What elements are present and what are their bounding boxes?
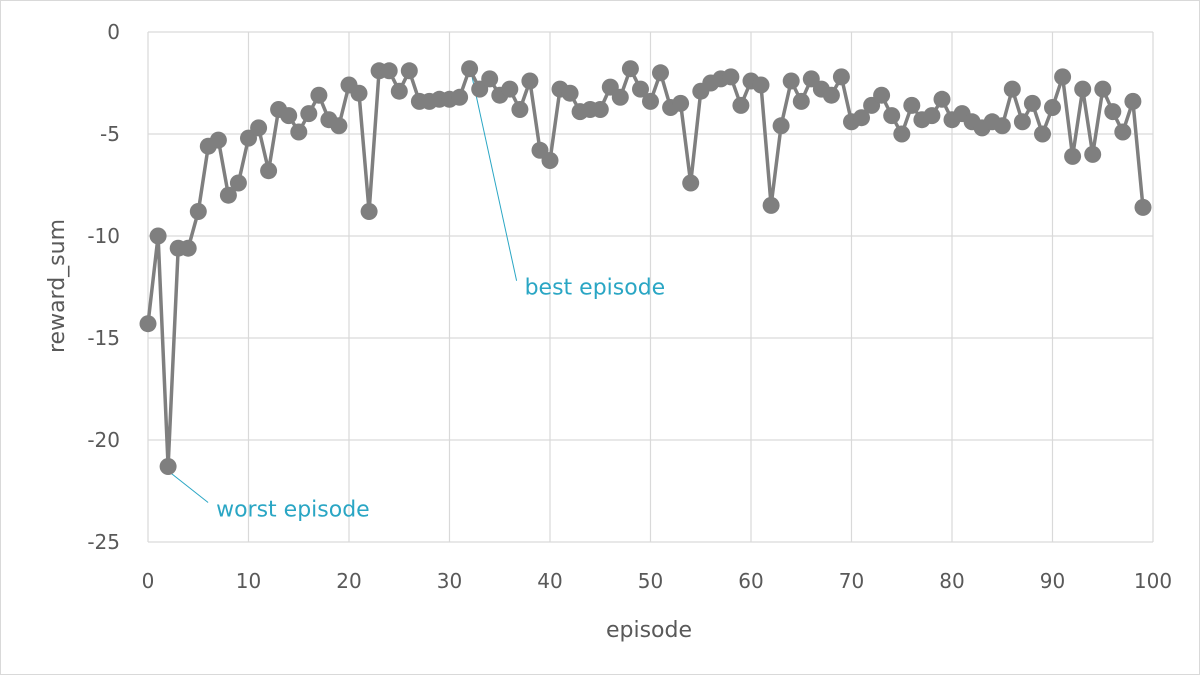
y-tick-label: -10 xyxy=(87,224,120,248)
data-point xyxy=(883,107,901,125)
y-tick-label: -20 xyxy=(87,428,120,452)
data-point xyxy=(159,458,177,475)
data-point xyxy=(832,68,850,86)
x-tick-label: 40 xyxy=(537,569,562,593)
data-point xyxy=(591,101,609,118)
data-point xyxy=(762,196,780,214)
data-point xyxy=(300,105,318,123)
annotation-label: worst episode xyxy=(216,498,370,523)
y-axis-ticks: 0 -5 -10 -15 -20 -25 xyxy=(87,20,120,554)
data-point xyxy=(611,88,629,106)
data-point xyxy=(652,64,669,82)
x-axis-title: episode xyxy=(606,618,692,643)
data-point xyxy=(772,117,790,135)
data-point xyxy=(903,96,921,114)
data-point xyxy=(672,94,690,112)
data-point xyxy=(642,92,659,110)
data-point xyxy=(209,131,227,149)
data-point xyxy=(732,96,750,114)
data-point xyxy=(561,84,579,102)
data-point xyxy=(752,76,770,94)
data-point xyxy=(360,203,378,220)
data-point xyxy=(330,117,348,135)
data-point xyxy=(853,109,870,127)
data-point xyxy=(390,82,408,100)
data-point xyxy=(632,80,649,98)
data-point xyxy=(481,70,499,88)
data-point xyxy=(541,152,559,169)
data-point xyxy=(722,68,740,86)
data-point xyxy=(1013,113,1031,131)
data-point xyxy=(1044,99,1061,116)
data-point xyxy=(461,60,479,78)
x-tick-label: 10 xyxy=(236,569,261,593)
data-point xyxy=(933,90,951,108)
y-axis-title: reward_sum xyxy=(45,219,70,353)
data-point xyxy=(822,86,840,104)
data-point xyxy=(219,186,237,204)
data-point xyxy=(149,227,167,245)
data-point xyxy=(893,125,911,143)
data-point xyxy=(993,117,1011,135)
data-point xyxy=(511,101,529,118)
data-point xyxy=(380,62,398,80)
annotation-leader-lines xyxy=(169,74,518,503)
annotation-leader xyxy=(169,472,209,503)
data-point xyxy=(1094,80,1112,98)
data-point xyxy=(1084,145,1102,163)
data-point xyxy=(1134,198,1152,216)
data-point xyxy=(1114,123,1132,141)
data-point xyxy=(792,92,810,110)
data-point xyxy=(923,107,941,125)
data-point xyxy=(621,60,639,78)
data-point xyxy=(501,80,519,98)
x-tick-label: 30 xyxy=(437,569,462,593)
x-tick-label: 70 xyxy=(839,569,864,593)
data-point xyxy=(451,88,469,106)
y-tick-label: -5 xyxy=(100,122,120,146)
data-point xyxy=(1104,103,1122,121)
data-point xyxy=(179,239,197,257)
data-point xyxy=(782,72,800,90)
data-point xyxy=(1124,92,1142,110)
x-tick-label: 60 xyxy=(738,569,763,593)
data-points xyxy=(139,60,1152,475)
data-point xyxy=(873,86,891,104)
x-tick-label: 0 xyxy=(142,569,155,593)
data-point xyxy=(521,72,539,90)
y-tick-label: 0 xyxy=(107,20,120,44)
data-point xyxy=(229,174,247,192)
x-tick-label: 20 xyxy=(336,569,361,593)
data-point xyxy=(682,174,700,192)
data-point xyxy=(280,107,298,125)
data-point xyxy=(310,86,328,104)
annotation-label: best episode xyxy=(525,276,666,301)
data-point xyxy=(290,123,308,141)
y-tick-label: -25 xyxy=(87,530,120,554)
x-tick-label: 50 xyxy=(638,569,663,593)
data-point xyxy=(1023,94,1041,112)
data-point xyxy=(189,203,207,220)
annotation-leader xyxy=(471,74,518,281)
data-point xyxy=(139,315,157,333)
data-point xyxy=(1034,125,1051,143)
x-tick-label: 100 xyxy=(1134,569,1172,593)
data-point xyxy=(1054,68,1072,86)
y-tick-label: -15 xyxy=(87,326,120,350)
data-point xyxy=(1064,147,1082,165)
gridlines xyxy=(147,31,1154,543)
data-point xyxy=(1074,80,1092,98)
data-point xyxy=(250,119,268,137)
data-point xyxy=(1003,80,1021,98)
data-point xyxy=(400,62,418,80)
annotations: worst episode best episode xyxy=(216,276,665,523)
x-tick-label: 90 xyxy=(1040,569,1065,593)
x-tick-label: 80 xyxy=(939,569,964,593)
data-point xyxy=(350,84,368,102)
x-axis-ticks: 0 10 20 30 40 50 60 70 80 90 100 xyxy=(142,569,1172,593)
data-point xyxy=(260,162,278,180)
